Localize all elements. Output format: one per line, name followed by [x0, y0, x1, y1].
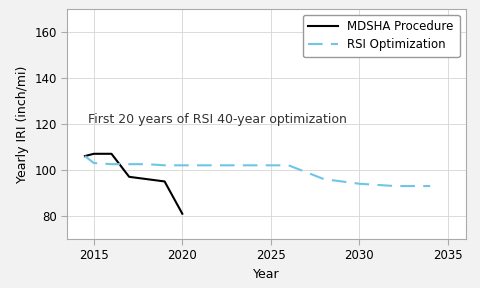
Legend: MDSHA Procedure, RSI Optimization: MDSHA Procedure, RSI Optimization — [302, 14, 460, 57]
RSI Optimization — [286, 164, 291, 167]
RSI Optimization — [427, 184, 433, 188]
MDSHA Procedure — [126, 175, 132, 179]
RSI Optimization — [126, 162, 132, 166]
MDSHA Procedure — [91, 152, 96, 156]
RSI Optimization — [374, 183, 380, 187]
MDSHA Procedure — [144, 177, 150, 181]
RSI Optimization — [250, 164, 256, 167]
RSI Optimization — [409, 184, 415, 188]
Line: RSI Optimization: RSI Optimization — [85, 156, 430, 186]
MDSHA Procedure — [162, 180, 168, 183]
RSI Optimization — [232, 164, 238, 167]
RSI Optimization — [180, 164, 185, 167]
RSI Optimization — [82, 154, 88, 158]
RSI Optimization — [91, 161, 96, 165]
RSI Optimization — [144, 162, 150, 166]
RSI Optimization — [392, 184, 397, 188]
RSI Optimization — [321, 177, 327, 181]
RSI Optimization — [215, 164, 221, 167]
RSI Optimization — [108, 162, 114, 166]
RSI Optimization — [268, 164, 274, 167]
RSI Optimization — [357, 182, 362, 185]
Y-axis label: Yearly IRI (inch/mi): Yearly IRI (inch/mi) — [16, 65, 29, 183]
MDSHA Procedure — [108, 152, 114, 156]
RSI Optimization — [339, 180, 345, 183]
RSI Optimization — [162, 164, 168, 167]
X-axis label: Year: Year — [253, 268, 280, 281]
MDSHA Procedure — [180, 212, 185, 215]
RSI Optimization — [197, 164, 203, 167]
Line: MDSHA Procedure: MDSHA Procedure — [85, 154, 182, 214]
MDSHA Procedure — [82, 154, 88, 158]
RSI Optimization — [303, 170, 309, 174]
Text: First 20 years of RSI 40-year optimization: First 20 years of RSI 40-year optimizati… — [88, 113, 347, 126]
